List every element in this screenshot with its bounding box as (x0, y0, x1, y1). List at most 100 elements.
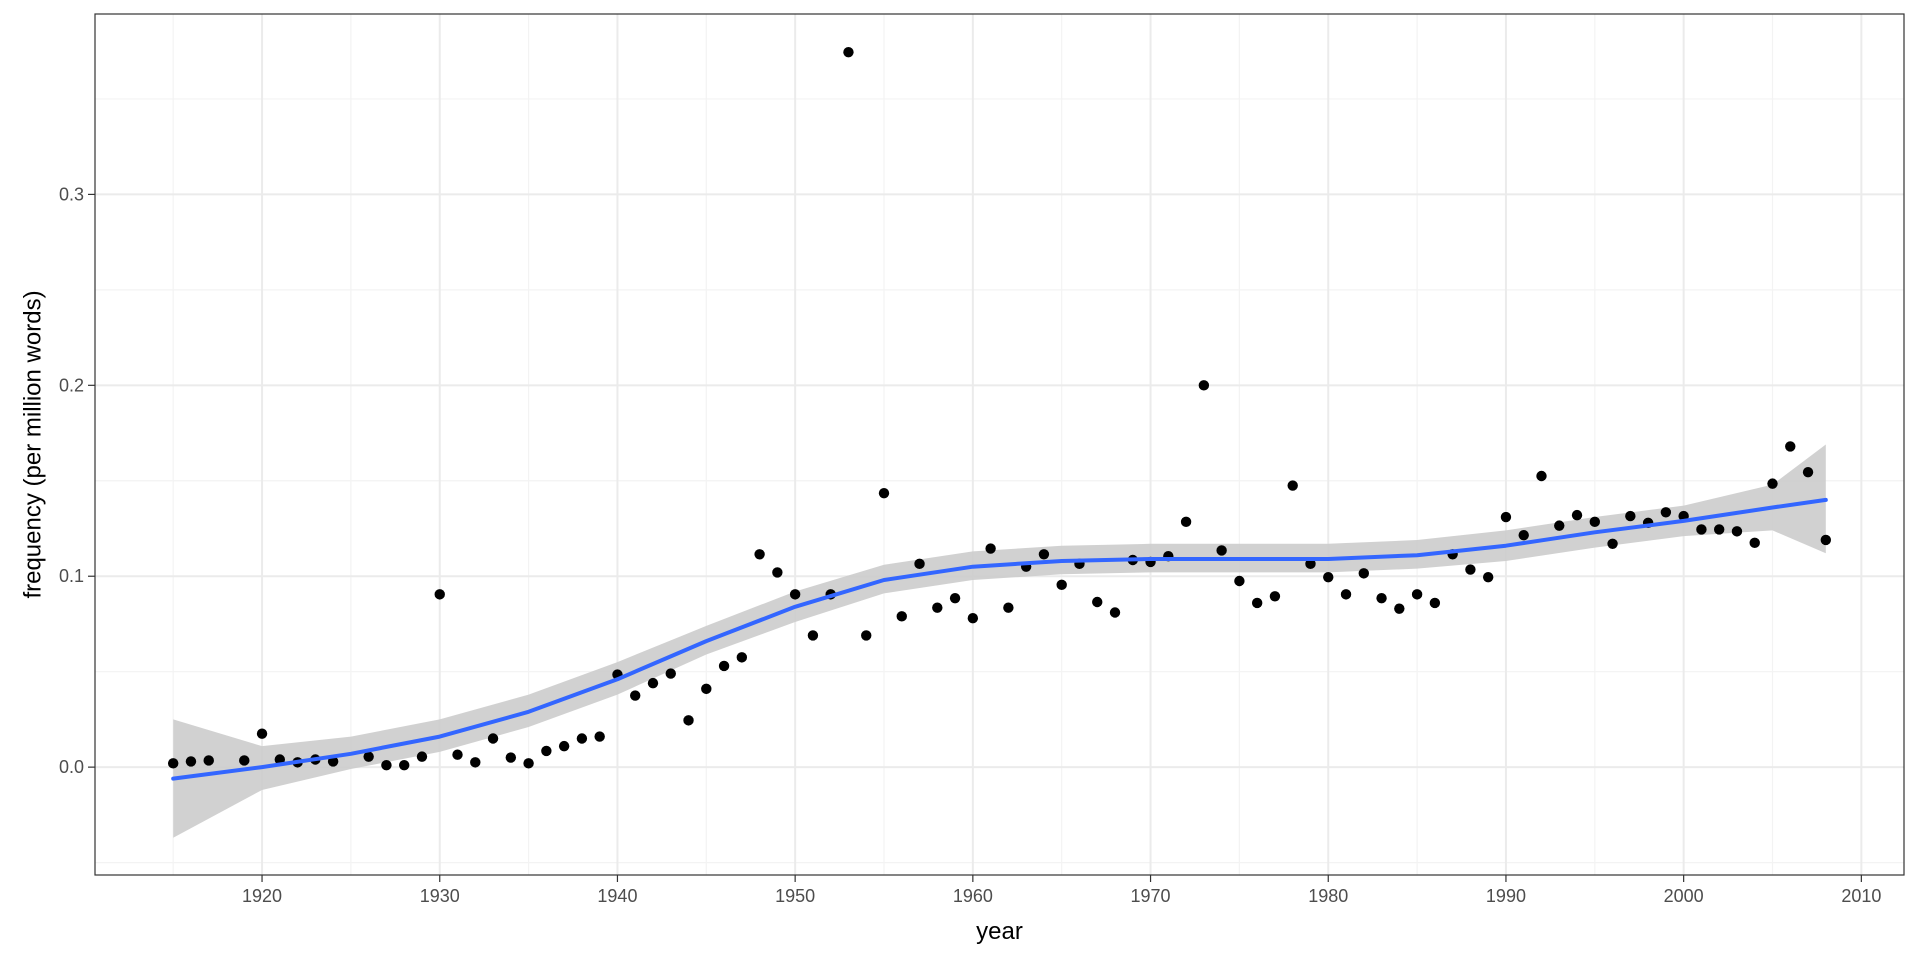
data-point (1180, 516, 1192, 528)
x-tick-label: 1920 (242, 886, 282, 906)
data-point (1323, 571, 1334, 583)
data-point (1713, 524, 1725, 535)
data-point (1767, 478, 1778, 489)
data-point (1376, 592, 1387, 604)
data-point (914, 558, 925, 570)
data-point (1092, 596, 1103, 608)
confidence-band-layer (173, 444, 1826, 838)
data-point (1394, 603, 1405, 614)
data-point (665, 668, 676, 679)
data-point (363, 751, 374, 762)
data-point (470, 757, 481, 768)
data-point (878, 487, 890, 499)
data-point (1411, 589, 1423, 600)
data-point (1358, 568, 1369, 579)
x-tick-label: 1970 (1131, 886, 1171, 906)
data-point (452, 749, 463, 760)
data-point (789, 589, 801, 600)
data-point (487, 733, 499, 744)
data-point (505, 752, 517, 763)
data-point (843, 46, 854, 58)
data-point (985, 543, 996, 554)
x-axis-title: year (976, 918, 1023, 945)
data-point (1607, 538, 1618, 549)
data-point (1269, 591, 1281, 602)
data-point (1660, 507, 1672, 518)
data-point (967, 613, 979, 624)
x-tick-label: 1930 (420, 886, 460, 906)
y-axis-title: frequency (per million words) (19, 290, 46, 598)
data-point (594, 731, 605, 742)
data-point (239, 755, 250, 766)
data-point (1038, 549, 1050, 560)
data-point (434, 589, 445, 600)
data-point (576, 733, 588, 744)
data-point (861, 630, 872, 641)
data-point (1234, 575, 1245, 587)
data-point (416, 751, 428, 762)
data-point (1785, 441, 1796, 452)
x-tick-label: 2000 (1664, 886, 1704, 906)
axis-layer: 1920 1930 1940 1950 1960 1970 1980 1990 2000 2010… (59, 184, 1881, 906)
data-point (399, 760, 410, 771)
data-point (1056, 579, 1067, 591)
data-point (1482, 571, 1494, 583)
data-point (541, 745, 552, 757)
smooth-line (171, 497, 1828, 781)
points-layer (167, 46, 1832, 771)
data-point (683, 715, 694, 726)
panel-border (94, 13, 1905, 876)
data-point (1536, 470, 1547, 482)
data-point (630, 690, 641, 701)
data-point (647, 677, 659, 689)
data-point (1287, 480, 1298, 491)
data-point (1802, 466, 1814, 478)
data-point (1749, 537, 1760, 549)
data-point (807, 630, 819, 641)
x-tick-label: 1960 (953, 886, 993, 906)
data-point (772, 567, 783, 578)
data-point (523, 758, 534, 769)
data-point (1429, 597, 1441, 609)
x-tick-label: 1950 (775, 886, 815, 906)
data-point (1305, 558, 1316, 570)
data-point (896, 611, 907, 622)
data-point (701, 683, 712, 695)
y-tick-label: 0.1 (59, 566, 84, 586)
data-point (932, 602, 943, 613)
y-tick-label: 0.0 (59, 757, 84, 777)
confidence-band (173, 444, 1826, 838)
data-point (718, 660, 730, 672)
data-point (1340, 589, 1352, 600)
data-point (381, 760, 392, 771)
data-point (1571, 509, 1583, 521)
data-point (1820, 534, 1832, 546)
data-point (754, 549, 765, 560)
data-point (167, 758, 179, 769)
data-point (1518, 529, 1529, 541)
data-point (1696, 524, 1707, 535)
data-point (1731, 526, 1743, 537)
x-tick-label: 1940 (597, 886, 637, 906)
data-point (1251, 597, 1263, 609)
data-point (1109, 607, 1121, 618)
data-point (949, 592, 961, 604)
data-point (256, 728, 268, 739)
data-point (1465, 564, 1476, 575)
data-point (1625, 510, 1636, 522)
data-point (1589, 516, 1600, 528)
data-point (203, 755, 214, 766)
x-tick-label: 1990 (1486, 886, 1526, 906)
data-point (1198, 380, 1210, 391)
data-point (1500, 511, 1512, 523)
x-tick-label: 1980 (1308, 886, 1348, 906)
data-point (185, 756, 197, 767)
data-point (1216, 545, 1227, 556)
smooth-line-layer (171, 497, 1828, 781)
data-point (1003, 602, 1014, 613)
data-point (558, 740, 570, 752)
y-tick-label: 0.3 (59, 184, 84, 204)
data-point (1554, 520, 1565, 531)
x-tick-label: 2010 (1841, 886, 1881, 906)
